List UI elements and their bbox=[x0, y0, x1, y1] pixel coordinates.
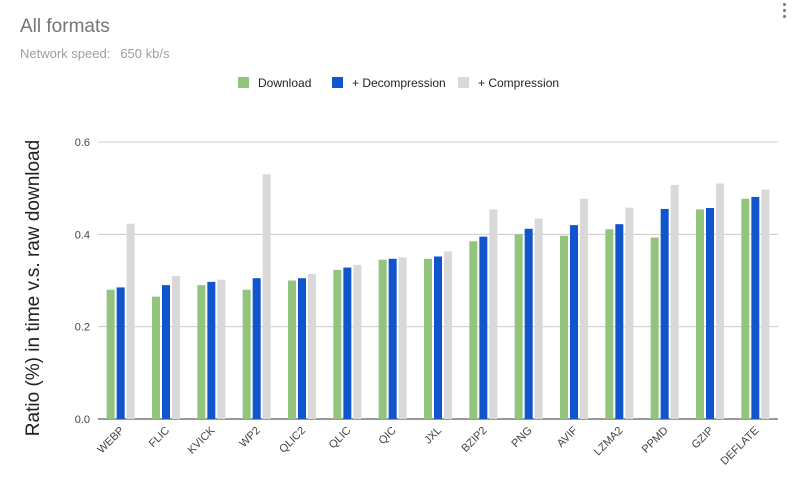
bar-webp-2 bbox=[116, 287, 125, 419]
bar-qic-3 bbox=[398, 257, 407, 419]
legend-swatch bbox=[238, 77, 249, 88]
bar-lzma2-3 bbox=[625, 207, 634, 419]
network-speed-value: 650 kb/s bbox=[120, 46, 170, 61]
legend-label: Download bbox=[258, 76, 311, 90]
bar-qic-2 bbox=[388, 258, 397, 419]
chart-title: All formats bbox=[20, 16, 110, 37]
bar-flic-2 bbox=[162, 285, 170, 419]
x-tick-label: AVIF bbox=[555, 424, 580, 449]
bar-avif-2 bbox=[570, 225, 578, 419]
x-tick-label: QLIC bbox=[327, 425, 354, 452]
bar-flic-1 bbox=[152, 296, 160, 419]
bar-jxl-1 bbox=[424, 258, 432, 419]
bar-ppmd-1 bbox=[650, 237, 659, 419]
bar-qlic2-1 bbox=[288, 280, 296, 419]
bar-qlic-2 bbox=[343, 267, 352, 419]
legend-label: + Decompression bbox=[352, 76, 446, 90]
more-vert-icon[interactable] bbox=[780, 0, 788, 22]
bar-bzip2-1 bbox=[469, 241, 478, 419]
bar-flic-3 bbox=[172, 275, 180, 419]
x-tick-label: GZIP bbox=[689, 425, 716, 452]
x-tick-label: BZIP2 bbox=[459, 425, 489, 455]
bar-gzip-3 bbox=[716, 183, 724, 419]
legend-swatch bbox=[332, 77, 343, 88]
bar-png-2 bbox=[524, 228, 533, 419]
y-tick-label: 0.6 bbox=[75, 137, 90, 149]
bar-gzip-2 bbox=[706, 208, 714, 419]
bar-png-1 bbox=[514, 234, 523, 419]
bar-gzip-1 bbox=[696, 209, 704, 419]
bar-kvick-2 bbox=[207, 281, 216, 419]
bar-deflate-3 bbox=[761, 189, 770, 419]
bar-wp2-2 bbox=[252, 278, 261, 419]
x-tick-label: WEBP bbox=[95, 425, 126, 456]
bar-webp-3 bbox=[126, 223, 135, 419]
bar-qic-1 bbox=[378, 259, 387, 419]
y-tick-label: 0.4 bbox=[75, 229, 90, 241]
x-tick-label: KVICK bbox=[186, 424, 218, 456]
bar-wp2-1 bbox=[242, 289, 251, 419]
y-tick-label: 0.0 bbox=[75, 414, 90, 426]
x-tick-label: QIC bbox=[376, 425, 398, 447]
bar-bzip2-2 bbox=[479, 236, 488, 419]
bar-jxl-2 bbox=[434, 256, 442, 419]
y-axis-label: Ratio (%) in time v.s. raw download bbox=[23, 140, 44, 436]
bar-deflate-2 bbox=[751, 196, 760, 419]
bar-kvick-3 bbox=[217, 279, 226, 419]
bar-wp2-3 bbox=[262, 174, 271, 419]
bar-qlic-3 bbox=[353, 264, 362, 419]
legend-swatch bbox=[458, 77, 469, 88]
x-tick-label: PNG bbox=[509, 425, 534, 450]
chart-bars bbox=[106, 174, 770, 419]
bar-lzma2-1 bbox=[605, 229, 614, 419]
x-tick-label: PPMD bbox=[640, 425, 671, 456]
bar-qlic2-3 bbox=[308, 274, 316, 419]
legend-label: + Compression bbox=[478, 76, 559, 90]
x-tick-label: JXL bbox=[422, 425, 444, 447]
y-tick-label: 0.2 bbox=[75, 322, 90, 334]
bar-avif-1 bbox=[560, 235, 568, 419]
bar-ppmd-2 bbox=[660, 208, 669, 419]
bar-qlic2-2 bbox=[298, 278, 306, 419]
bar-kvick-1 bbox=[197, 285, 206, 419]
bar-png-3 bbox=[534, 218, 543, 419]
bar-webp-1 bbox=[106, 289, 115, 419]
bar-jxl-3 bbox=[444, 251, 452, 419]
x-axis-ticks: WEBP FLIC KVICK WP2 QLIC2 QLIC QIC JXL BZIP2 PNG A… bbox=[95, 424, 761, 467]
x-tick-label: WP2 bbox=[237, 425, 262, 450]
network-speed-label: Network speed: bbox=[20, 46, 111, 61]
x-tick-label: QLIC2 bbox=[277, 425, 308, 456]
bar-ppmd-3 bbox=[670, 184, 679, 419]
bar-lzma2-2 bbox=[615, 224, 624, 419]
chart-subtitle: Network speed: 650 kb/s bbox=[20, 46, 169, 61]
x-tick-label: LZMA2 bbox=[592, 425, 626, 459]
bar-deflate-1 bbox=[741, 198, 750, 419]
x-tick-label: FLIC bbox=[147, 425, 172, 450]
x-tick-label: DEFLATE bbox=[719, 425, 762, 468]
bar-qlic-1 bbox=[333, 269, 342, 419]
bar-avif-3 bbox=[580, 198, 588, 419]
chart-legend: Download + Decompression + Compression bbox=[238, 76, 559, 90]
bar-bzip2-3 bbox=[489, 209, 498, 419]
